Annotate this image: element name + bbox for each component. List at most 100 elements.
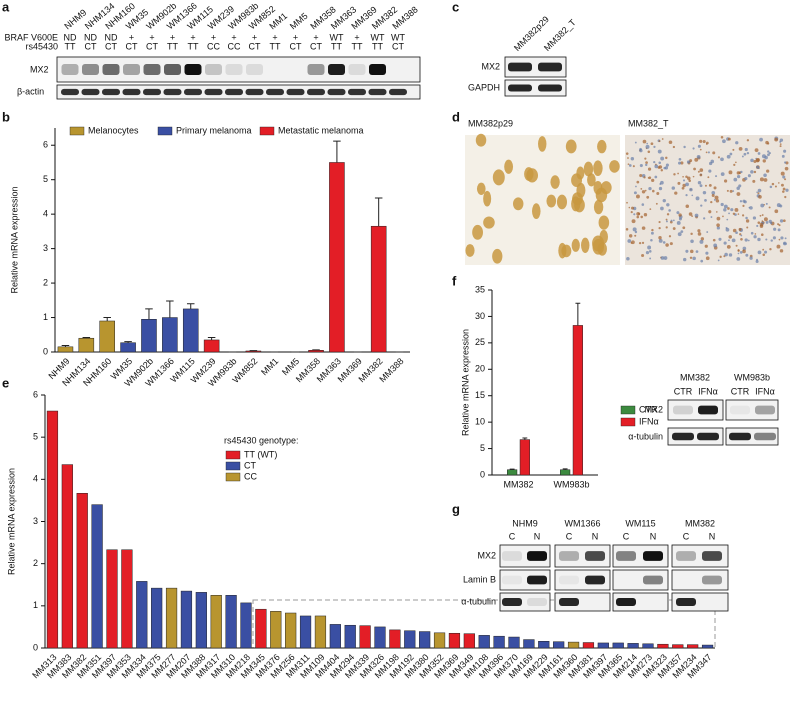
legend-label: CC	[244, 471, 257, 481]
cell	[692, 147, 695, 150]
bar	[106, 549, 118, 649]
cell	[782, 190, 785, 193]
cell	[782, 219, 786, 223]
cell	[785, 243, 787, 245]
y-tick-label: 0	[480, 469, 485, 479]
cell	[627, 163, 630, 166]
cell	[696, 155, 701, 159]
cell	[710, 159, 715, 164]
bar	[151, 587, 163, 649]
blot-band	[729, 432, 751, 441]
cell	[728, 239, 730, 242]
y-axis-label: Relative mRNA expression	[6, 468, 16, 575]
cell	[699, 148, 702, 151]
blot-band	[348, 64, 366, 75]
cell	[750, 170, 754, 174]
nucleus	[600, 181, 612, 195]
y-tick-label: 2	[33, 558, 38, 568]
bar	[370, 225, 387, 353]
cell	[658, 236, 662, 240]
cell	[745, 219, 750, 223]
image-title: MM382p29	[468, 118, 513, 128]
genotype-value: TT	[372, 41, 383, 51]
cell	[686, 176, 691, 181]
cell	[765, 238, 768, 241]
blot-band	[225, 88, 243, 96]
error-bar	[124, 341, 132, 343]
blot-band	[672, 432, 694, 441]
bar	[61, 464, 73, 649]
nucleus	[524, 167, 534, 181]
cell	[740, 170, 743, 174]
cell	[735, 161, 737, 164]
bar	[687, 644, 699, 649]
cell	[737, 249, 740, 252]
nucleus	[592, 235, 605, 252]
blot-frame	[671, 569, 729, 591]
blot-band	[348, 88, 366, 96]
genotype-value: CT	[85, 41, 97, 51]
blot-band	[527, 598, 547, 606]
blot-frame	[612, 569, 669, 591]
nucleus	[571, 238, 580, 252]
cell	[699, 139, 703, 143]
cell	[692, 175, 695, 178]
cell	[645, 144, 650, 149]
cell	[630, 157, 635, 161]
bar	[507, 469, 518, 476]
blot-band	[676, 598, 696, 606]
nucleus	[546, 194, 557, 208]
cell	[678, 157, 682, 161]
cell	[634, 230, 638, 234]
cell	[654, 164, 659, 169]
bar	[419, 631, 431, 649]
y-tick-label: 5	[43, 174, 48, 184]
cell	[757, 237, 761, 242]
cell	[668, 140, 673, 145]
legend-swatch	[620, 405, 636, 415]
cell	[688, 212, 693, 216]
cell	[702, 140, 706, 144]
blot-frame	[671, 544, 729, 568]
cell	[763, 178, 768, 182]
cell	[714, 195, 719, 200]
blot-band	[585, 575, 605, 585]
nucleus	[597, 139, 607, 154]
cell	[639, 163, 643, 168]
cell	[782, 175, 786, 179]
cell	[746, 151, 750, 155]
legend-label: CTR	[639, 404, 658, 414]
cell	[648, 250, 652, 253]
cell	[716, 226, 720, 230]
bar	[553, 641, 565, 649]
cell	[711, 194, 715, 197]
legend-swatch	[620, 417, 636, 427]
cell	[757, 250, 762, 255]
cell	[766, 169, 770, 173]
panel-label: f	[452, 273, 457, 288]
cell	[750, 158, 754, 163]
bar	[448, 632, 461, 649]
cell	[741, 214, 745, 217]
cell	[746, 139, 750, 142]
cell	[644, 157, 647, 160]
cell	[651, 228, 654, 232]
blot-band	[585, 551, 605, 561]
cell	[712, 238, 716, 242]
blot-band	[697, 432, 719, 441]
cell	[726, 154, 731, 159]
lane-label: N	[592, 531, 599, 541]
cell	[736, 257, 741, 261]
genotype-value: ND	[64, 32, 77, 42]
cell	[695, 250, 699, 253]
blot-band	[81, 88, 100, 96]
cell	[774, 209, 779, 214]
bar	[99, 320, 115, 353]
y-tick-label: 10	[475, 417, 485, 427]
cell	[644, 189, 647, 192]
blot-band	[698, 405, 718, 415]
genotype-value: +	[354, 32, 359, 42]
blot-band	[538, 62, 562, 72]
legend-title: rs45430 genotype:	[224, 435, 299, 445]
cell	[777, 228, 781, 232]
